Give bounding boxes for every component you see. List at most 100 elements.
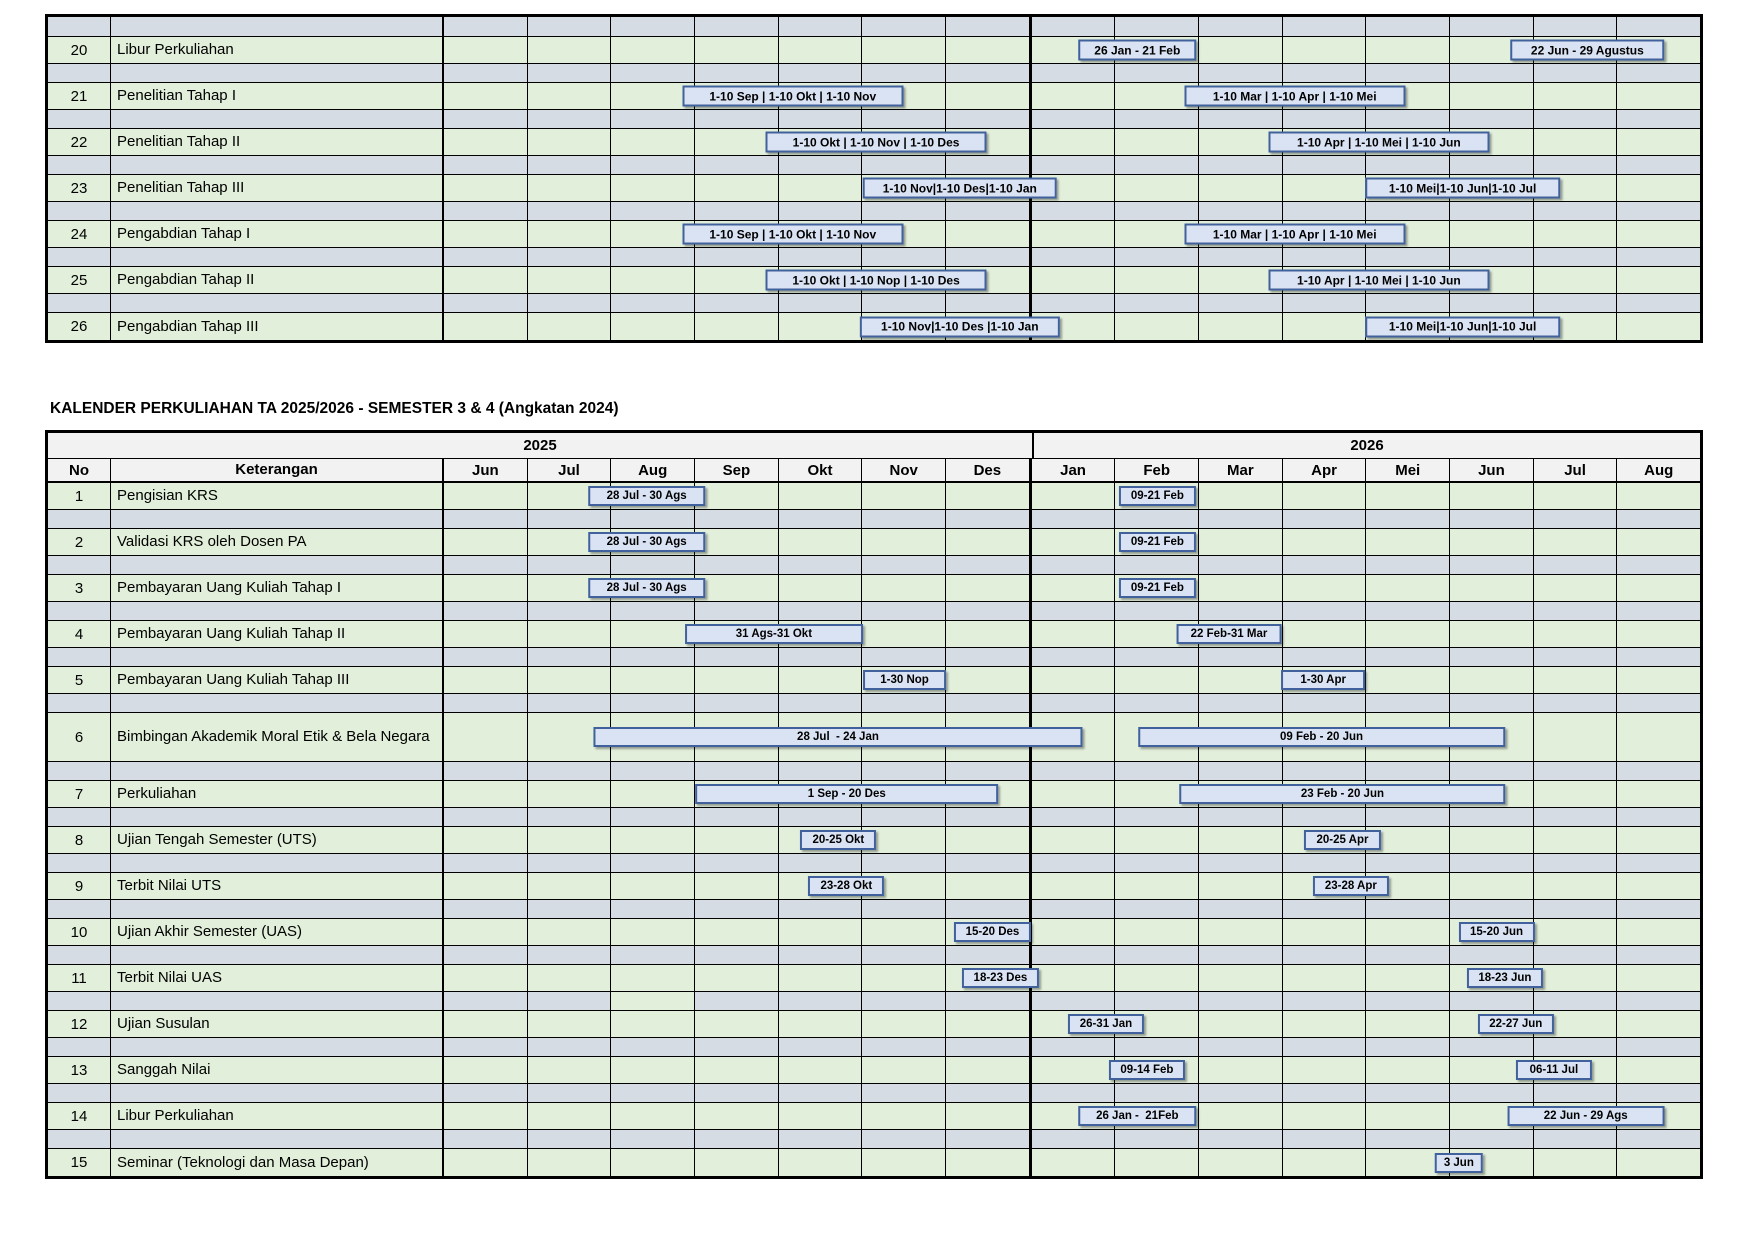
month-cell[interactable]: [1115, 267, 1200, 293]
month-cell[interactable]: [1533, 156, 1618, 174]
row-number-cell[interactable]: 22: [48, 129, 111, 155]
month-cell[interactable]: [778, 529, 863, 555]
gantt-bar[interactable]: 28 Jul - 30 Ags: [587, 532, 706, 552]
month-cell[interactable]: [1029, 667, 1116, 693]
month-cell[interactable]: [1282, 919, 1367, 945]
month-cell[interactable]: [444, 529, 528, 555]
activity-label-cell[interactable]: Ujian Akhir Semester (UAS): [111, 919, 444, 945]
month-cell[interactable]: [1199, 483, 1283, 509]
month-cell[interactable]: [1617, 248, 1701, 266]
month-cell[interactable]: [1029, 946, 1116, 964]
keterangan-column-header[interactable]: Keterangan: [111, 459, 444, 481]
month-cell[interactable]: [778, 17, 863, 36]
month-cell[interactable]: [1282, 602, 1367, 620]
gantt-bar[interactable]: 1-10 Okt | 1-10 Nov | 1-10 Des: [765, 131, 987, 153]
activity-label-cell[interactable]: [111, 946, 444, 964]
month-cell[interactable]: [1199, 37, 1283, 63]
month-cell[interactable]: [611, 873, 696, 899]
month-cell[interactable]: [611, 648, 696, 666]
activity-label-cell[interactable]: [111, 510, 444, 528]
month-cell[interactable]: [527, 510, 612, 528]
row-number-cell[interactable]: 25: [48, 267, 111, 293]
month-cell[interactable]: [778, 313, 863, 340]
activity-label-cell[interactable]: [111, 110, 444, 128]
month-cell[interactable]: [1617, 965, 1701, 991]
month-cell[interactable]: [1450, 110, 1534, 128]
activity-label-cell[interactable]: Ujian Tengah Semester (UTS): [111, 827, 444, 853]
month-cell[interactable]: [778, 808, 863, 826]
month-cell[interactable]: [1617, 175, 1701, 201]
month-cell[interactable]: [1533, 965, 1618, 991]
month-cell[interactable]: [1533, 110, 1618, 128]
month-cell[interactable]: [1115, 808, 1200, 826]
month-cell[interactable]: [1029, 556, 1116, 574]
month-cell[interactable]: [1199, 110, 1283, 128]
month-cell[interactable]: [1199, 667, 1283, 693]
row-number-cell[interactable]: 15: [48, 1149, 111, 1176]
month-cell[interactable]: [1450, 827, 1534, 853]
month-cell[interactable]: [444, 873, 528, 899]
month-cell[interactable]: [527, 602, 612, 620]
month-cell[interactable]: [862, 202, 947, 220]
month-cell[interactable]: [1115, 556, 1200, 574]
month-cell[interactable]: [695, 175, 779, 201]
month-cell[interactable]: [778, 556, 863, 574]
month-cell[interactable]: [611, 510, 696, 528]
month-cell[interactable]: [1282, 965, 1367, 991]
month-cell[interactable]: [778, 946, 863, 964]
gantt-bar[interactable]: 09-21 Feb: [1119, 486, 1196, 506]
month-cell[interactable]: [1617, 621, 1701, 647]
month-cell[interactable]: [946, 694, 1030, 712]
month-cell[interactable]: [1029, 965, 1116, 991]
month-cell[interactable]: [1115, 313, 1200, 340]
month-header-cell[interactable]: Jan: [1029, 459, 1116, 481]
month-cell[interactable]: [1366, 1057, 1451, 1083]
month-cell[interactable]: [1366, 965, 1451, 991]
month-cell[interactable]: [862, 965, 947, 991]
month-cell[interactable]: [1282, 110, 1367, 128]
activity-label-cell[interactable]: Sanggah Nilai: [111, 1057, 444, 1083]
month-cell[interactable]: [527, 175, 612, 201]
month-cell[interactable]: [1029, 64, 1116, 82]
month-cell[interactable]: [778, 762, 863, 780]
month-cell[interactable]: [695, 694, 779, 712]
month-cell[interactable]: [527, 221, 612, 247]
month-cell[interactable]: [1617, 83, 1701, 109]
month-cell[interactable]: [946, 602, 1030, 620]
row-number-cell[interactable]: 24: [48, 221, 111, 247]
month-cell[interactable]: [1282, 1149, 1367, 1176]
activity-label-cell[interactable]: Pengabdian Tahap II: [111, 267, 444, 293]
month-cell[interactable]: [611, 900, 696, 918]
month-cell[interactable]: [1199, 575, 1283, 601]
row-number-cell[interactable]: 8: [48, 827, 111, 853]
month-cell[interactable]: [862, 762, 947, 780]
month-cell[interactable]: [695, 202, 779, 220]
month-cell[interactable]: [1533, 483, 1618, 509]
activity-label-cell[interactable]: [111, 248, 444, 266]
month-cell[interactable]: [1617, 827, 1701, 853]
month-cell[interactable]: [1282, 1103, 1367, 1129]
month-cell[interactable]: [862, 575, 947, 601]
month-cell[interactable]: [527, 110, 612, 128]
month-cell[interactable]: [611, 1149, 696, 1176]
gantt-bar[interactable]: 22 Jun - 29 Agustus: [1510, 39, 1665, 61]
month-cell[interactable]: [778, 1103, 863, 1129]
month-cell[interactable]: [1450, 808, 1534, 826]
month-cell[interactable]: [527, 248, 612, 266]
month-cell[interactable]: [862, 992, 947, 1010]
month-cell[interactable]: [611, 1038, 696, 1056]
month-cell[interactable]: [1617, 667, 1701, 693]
month-cell[interactable]: [444, 248, 528, 266]
month-cell[interactable]: [1282, 648, 1367, 666]
month-cell[interactable]: [1115, 510, 1200, 528]
month-cell[interactable]: [1029, 248, 1116, 266]
year-2026-cell[interactable]: 2026: [1034, 433, 1700, 458]
month-cell[interactable]: [695, 294, 779, 312]
gantt-bar[interactable]: 06-11 Jul: [1515, 1060, 1592, 1080]
month-cell[interactable]: [1366, 156, 1451, 174]
month-cell[interactable]: [1282, 900, 1367, 918]
month-cell[interactable]: [1366, 510, 1451, 528]
month-cell[interactable]: [444, 1130, 528, 1148]
month-cell[interactable]: [1115, 294, 1200, 312]
month-cell[interactable]: [1115, 202, 1200, 220]
